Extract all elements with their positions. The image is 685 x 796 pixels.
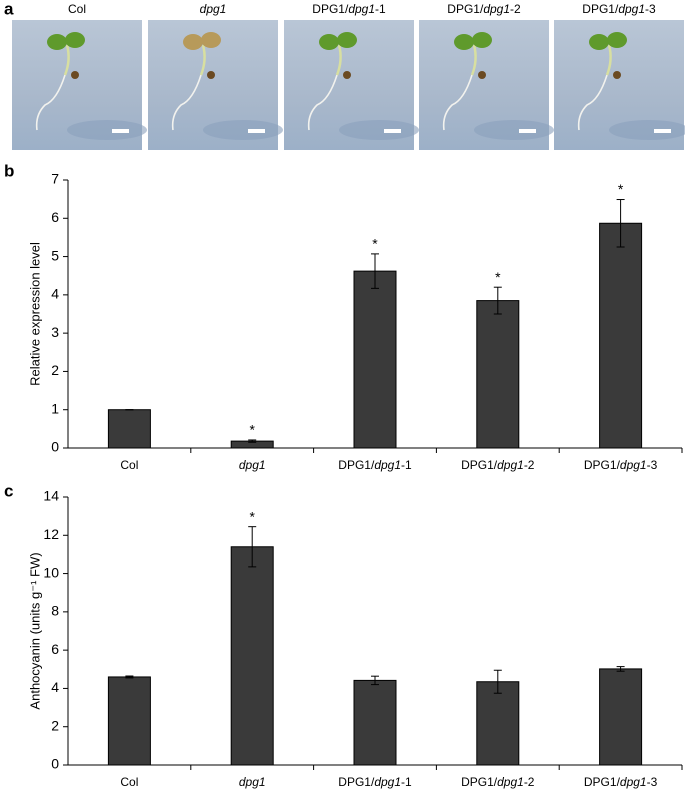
y-tick-label: 7 — [51, 171, 59, 187]
seed-coat — [343, 71, 351, 79]
bar — [353, 679, 397, 766]
panel-letter: b — [4, 161, 14, 180]
photo-shade — [203, 120, 283, 140]
hypocotyl — [605, 44, 612, 76]
photo-shade — [67, 120, 147, 140]
seed-coat — [613, 71, 621, 79]
scale-bar — [519, 129, 536, 133]
y-tick-label: 4 — [51, 286, 59, 302]
bar — [353, 270, 397, 449]
cotyledon — [47, 34, 67, 50]
root — [307, 74, 338, 131]
photo-label: DPG1/dpg1-1 — [312, 2, 386, 16]
cotyledon — [337, 32, 357, 48]
x-tick-label: DPG1/dpg1-2 — [461, 458, 535, 472]
hypocotyl — [63, 44, 70, 76]
y-tick-label: 2 — [51, 362, 59, 378]
y-tick-label: 3 — [51, 324, 59, 340]
x-tick-label: Col — [120, 775, 138, 789]
photo-shade — [339, 120, 419, 140]
cotyledon — [183, 34, 203, 50]
significance: * — [249, 508, 255, 524]
panel-letter: c — [4, 481, 13, 500]
panel-letter: a — [4, 0, 14, 18]
y-tick-label: 1 — [51, 400, 59, 416]
y-tick-label: 12 — [43, 526, 59, 542]
seed-coat — [478, 71, 486, 79]
significance: * — [495, 269, 501, 285]
y-tick-label: 6 — [51, 641, 59, 657]
x-tick-label: Col — [120, 458, 138, 472]
y-tick-label: 0 — [51, 756, 59, 772]
significance: * — [249, 422, 255, 438]
bar — [107, 409, 151, 449]
x-tick-label: dpg1 — [239, 458, 266, 472]
photo-label: dpg1 — [200, 2, 227, 16]
seed-coat — [207, 71, 215, 79]
y-tick-label: 10 — [43, 564, 59, 580]
scale-bar — [654, 129, 671, 133]
y-tick-label: 6 — [51, 209, 59, 225]
cotyledon — [319, 34, 339, 50]
bar — [599, 668, 643, 766]
photo-label: Col — [68, 2, 86, 16]
cotyledon — [65, 32, 85, 48]
bar — [476, 681, 520, 766]
cotyledon — [472, 32, 492, 48]
scale-bar — [384, 129, 401, 133]
y-tick-label: 2 — [51, 717, 59, 733]
bar — [476, 300, 520, 449]
y-tick-label: 14 — [43, 488, 59, 504]
root — [35, 74, 66, 131]
x-tick-label: DPG1/dpg1-3 — [584, 458, 658, 472]
photo-shade — [609, 120, 685, 140]
bar — [107, 676, 151, 766]
cotyledon — [454, 34, 474, 50]
x-tick-label: DPG1/dpg1-2 — [461, 775, 535, 789]
x-tick-label: dpg1 — [239, 775, 266, 789]
y-axis-label: Relative expression level — [27, 242, 42, 386]
photo-shade — [474, 120, 554, 140]
root — [171, 74, 202, 131]
bar — [599, 222, 643, 449]
y-tick-label: 0 — [51, 439, 59, 455]
x-tick-label: DPG1/dpg1-1 — [338, 458, 412, 472]
photo-label: DPG1/dpg1-3 — [582, 2, 656, 16]
y-tick-label: 8 — [51, 603, 59, 619]
y-tick-label: 4 — [51, 679, 59, 695]
cotyledon — [589, 34, 609, 50]
root — [442, 74, 473, 131]
scale-bar — [112, 129, 129, 133]
y-tick-label: 5 — [51, 247, 59, 263]
scale-bar — [248, 129, 265, 133]
hypocotyl — [199, 44, 206, 76]
cotyledon — [607, 32, 627, 48]
significance: * — [618, 181, 624, 197]
x-tick-label: DPG1/dpg1-3 — [584, 775, 658, 789]
root — [577, 74, 608, 131]
cotyledon — [201, 32, 221, 48]
hypocotyl — [335, 44, 342, 76]
photo-label: DPG1/dpg1-2 — [447, 2, 521, 16]
y-axis-label: Anthocyanin (units g⁻¹ FW) — [27, 552, 42, 709]
x-tick-label: DPG1/dpg1-1 — [338, 775, 412, 789]
hypocotyl — [470, 44, 477, 76]
seed-coat — [71, 71, 79, 79]
significance: * — [372, 236, 378, 252]
bar — [230, 546, 274, 766]
